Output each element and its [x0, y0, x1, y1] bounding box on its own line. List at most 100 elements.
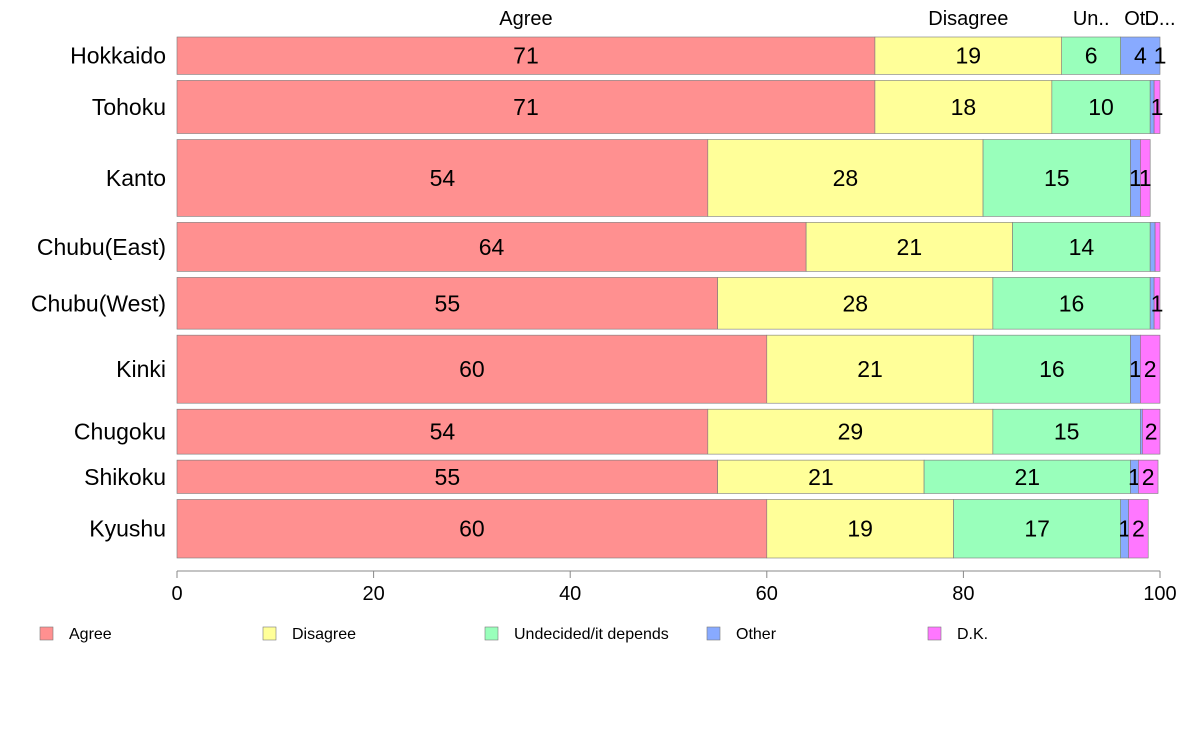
y-tick-label: Chugoku	[74, 419, 166, 445]
data-label: 60	[459, 516, 485, 542]
data-label: 1	[1128, 464, 1141, 490]
x-tick-label: 20	[362, 583, 384, 605]
bar-segment-d-k	[1153, 80, 1161, 134]
bar-segment-disagree	[874, 36, 1062, 75]
data-label: 1	[1129, 356, 1142, 382]
bar-segment-agree	[176, 459, 718, 494]
data-label: 10	[1088, 94, 1114, 120]
bar-row-kanto: 54 28 15 11	[176, 139, 1152, 217]
data-label: 15	[1044, 165, 1070, 191]
bar-segment-disagree	[874, 80, 1053, 134]
top-series-label: D...	[1144, 8, 1175, 30]
bar-row-kyushu: 60 19 17 1 2	[176, 499, 1149, 559]
bar-segment-disagree	[717, 277, 994, 330]
bar-segment-agree	[176, 334, 768, 404]
data-label: 1	[1154, 43, 1167, 69]
legend-label: Undecided/it depends	[514, 626, 669, 643]
bar-row-chubu-east: 64 21 14	[176, 222, 1161, 272]
data-label: 71	[513, 43, 539, 69]
bar-segment-disagree	[707, 408, 994, 455]
data-label: 21	[897, 234, 923, 260]
bar-segment-undecided-it-depends	[982, 139, 1131, 217]
bar-segment-undecided-it-depends	[992, 277, 1151, 330]
x-tick-label: 80	[952, 583, 974, 605]
legend-item-agree: Agree	[39, 626, 112, 643]
legend-label: Agree	[69, 626, 112, 643]
legend-swatch	[262, 626, 277, 641]
data-label: 2	[1142, 464, 1155, 490]
x-axis: 0 20 40 60 80 100	[171, 570, 1177, 605]
bar-segment-disagree	[805, 222, 1013, 272]
bar-segment-agree	[176, 80, 876, 134]
bar-segment-d-k	[1138, 459, 1159, 494]
x-tick-label: 0	[171, 583, 182, 605]
bar-segment-d-k	[1128, 499, 1149, 559]
top-series-label: Ot..	[1124, 8, 1156, 30]
y-tick-label: Chubu(East)	[37, 234, 166, 260]
data-label: 1	[1118, 516, 1131, 542]
data-label: 19	[956, 43, 982, 69]
y-tick-label: Shikoku	[84, 464, 166, 490]
y-tick-label: Kanto	[106, 165, 166, 191]
data-label: 18	[951, 94, 977, 120]
data-label: 54	[430, 165, 456, 191]
y-tick-label: Kyushu	[89, 516, 166, 542]
bar-segment-agree	[176, 222, 807, 272]
data-label: 16	[1059, 290, 1085, 316]
legend-label: D.K.	[957, 626, 988, 643]
legend-item-other: Other	[706, 626, 777, 643]
legend-item-d-k: D.K.	[927, 626, 988, 643]
data-label: 64	[479, 234, 505, 260]
legend-label: Disagree	[292, 626, 356, 643]
data-label: 1	[1139, 165, 1152, 191]
data-label: 2	[1145, 419, 1158, 445]
data-label: 28	[833, 165, 859, 191]
bar-segment-undecided-it-depends	[953, 499, 1121, 559]
bar-segment-disagree	[766, 499, 954, 559]
bar-row-tohoku: 71 18 10 1	[176, 80, 1163, 134]
bar-segment-disagree	[707, 139, 984, 217]
bar-segment-d-k	[1142, 408, 1161, 455]
data-label: 21	[808, 464, 834, 490]
data-label: 55	[435, 290, 461, 316]
bar-segment-other	[1149, 222, 1156, 272]
data-label: 1	[1151, 290, 1164, 316]
data-label: 19	[847, 516, 873, 542]
legend-swatch	[706, 626, 721, 641]
bar-segment-disagree	[717, 459, 925, 494]
bar-segment-undecided-it-depends	[923, 459, 1131, 494]
bar-segment-undecided-it-depends	[1012, 222, 1151, 272]
data-label: 2	[1132, 516, 1145, 542]
data-label: 1	[1129, 165, 1142, 191]
bar-segment-agree	[176, 277, 718, 330]
data-label: 14	[1069, 234, 1095, 260]
legend-label: Other	[736, 626, 777, 643]
bar-segment-d-k	[1153, 277, 1161, 330]
x-tick-label: 100	[1143, 583, 1176, 605]
bar-row-chugoku: 54 29 15 2	[176, 408, 1161, 455]
top-series-label: Un..	[1073, 8, 1110, 30]
bar-row-hokkaido: 71 19 6 4 1	[176, 36, 1167, 75]
data-label: 6	[1085, 43, 1098, 69]
data-label: 60	[459, 356, 485, 382]
legend: Agree Disagree Undecided/it depends Other D.…	[39, 626, 988, 643]
data-label: 54	[430, 419, 456, 445]
legend-item-undecided-it-depends: Undecided/it depends	[484, 626, 669, 643]
data-label: 15	[1054, 419, 1080, 445]
top-series-labels: Agree Disagree Un.. Ot..D...	[499, 8, 1175, 30]
bar-row-chubu-west: 55 28 16 1	[176, 277, 1164, 330]
y-tick-label: Hokkaido	[70, 43, 166, 69]
data-label: 4	[1134, 43, 1147, 69]
x-tick-label: 60	[756, 583, 778, 605]
bar-row-kinki: 60 21 16 1 2	[176, 334, 1161, 404]
top-series-label: Agree	[499, 8, 552, 30]
data-label: 71	[513, 94, 539, 120]
y-tick-label: Tohoku	[92, 94, 166, 120]
x-tick-label: 40	[559, 583, 581, 605]
bar-row-shikoku: 55 21 21 1 2	[176, 459, 1159, 494]
bar-segment-d-k	[1140, 139, 1151, 217]
legend-swatch	[484, 626, 499, 641]
data-label: 16	[1039, 356, 1065, 382]
